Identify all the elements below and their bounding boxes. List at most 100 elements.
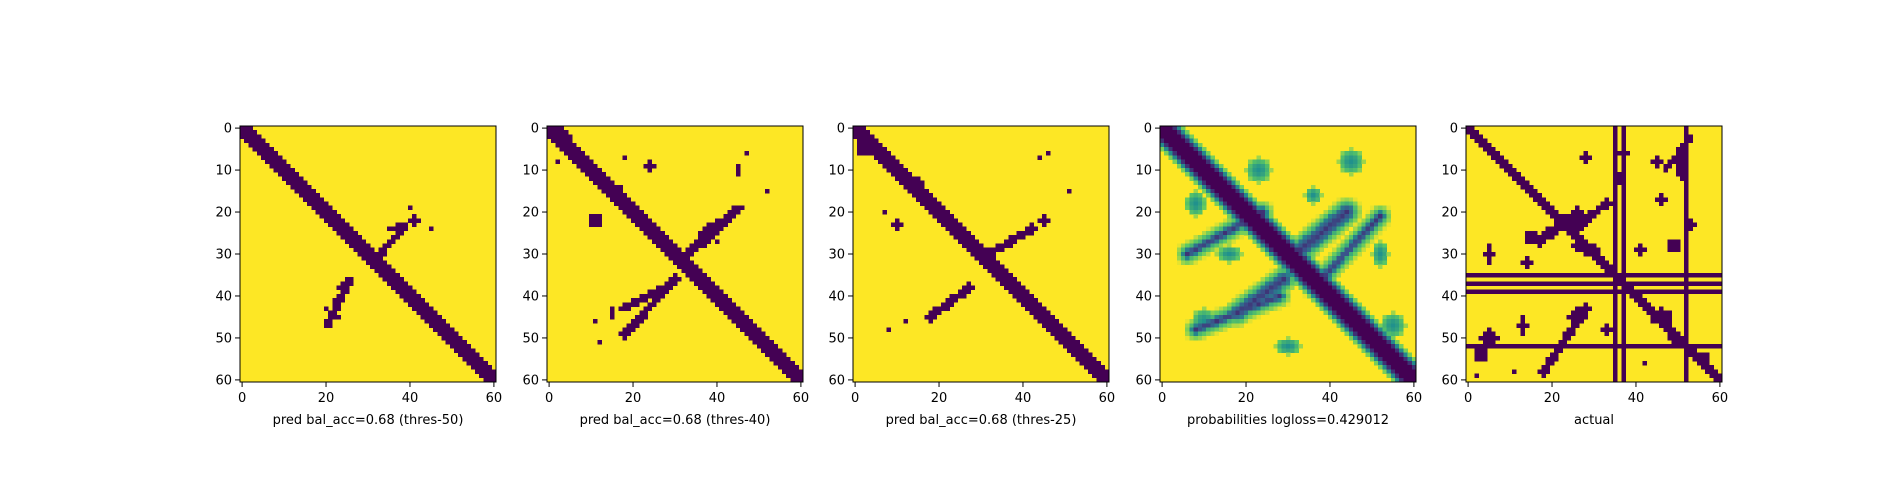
heatmap-cell	[1248, 310, 1253, 316]
heatmap-cell	[1231, 310, 1236, 316]
heatmap-cell	[1294, 340, 1299, 345]
heatmap-cell	[1680, 151, 1685, 156]
heatmap-cell	[869, 151, 875, 156]
heatmap-cell	[1365, 327, 1371, 332]
heatmap-cell	[1516, 176, 1521, 181]
heatmap-cell	[1285, 239, 1291, 244]
heatmap-cell	[727, 214, 732, 219]
heatmap-cell	[1281, 239, 1287, 244]
heatmap-cell	[698, 285, 703, 290]
heatmap-cell	[983, 247, 988, 253]
heatmap-cell	[391, 285, 396, 290]
heatmap-cell	[1264, 230, 1270, 236]
heatmap-cell	[1336, 289, 1341, 295]
heatmap-cell	[1218, 176, 1224, 181]
heatmap-cell	[894, 222, 900, 228]
heatmap-cell	[445, 335, 451, 341]
heatmap-cell	[395, 277, 400, 282]
heatmap-cell	[1621, 340, 1626, 345]
heatmap-cell	[1222, 226, 1228, 232]
heatmap-cell	[344, 289, 350, 295]
heatmap-cell	[1231, 239, 1236, 244]
heatmap-cell	[1041, 310, 1047, 316]
heatmap-cell	[1528, 260, 1534, 265]
heatmap-cell	[1218, 180, 1224, 186]
heatmap-cell	[1378, 335, 1383, 341]
heatmap-cell	[1654, 163, 1660, 169]
heatmap-cell	[1650, 319, 1656, 324]
heatmap-cell	[1180, 151, 1186, 156]
heatmap-cell	[731, 310, 737, 316]
heatmap-cell	[1650, 272, 1656, 278]
heatmap-cell	[332, 209, 337, 215]
heatmap-cell	[1579, 344, 1584, 349]
heatmap-cell	[1482, 352, 1488, 358]
heatmap-cell	[1298, 264, 1303, 269]
heatmap-cell	[1088, 369, 1093, 374]
heatmap-cell	[622, 201, 628, 207]
heatmap-cell	[336, 218, 342, 223]
heatmap-cell	[1164, 142, 1169, 148]
heatmap-cell	[1281, 251, 1287, 257]
heatmap-cell	[1365, 319, 1371, 324]
heatmap-cell	[1054, 327, 1059, 332]
heatmap-cell	[790, 373, 795, 379]
heatmap-cell	[752, 323, 758, 328]
heatmap-cell	[630, 298, 636, 303]
heatmap-cell	[1482, 146, 1488, 152]
heatmap-cell	[1612, 205, 1618, 211]
heatmap-cell	[1201, 146, 1207, 152]
heatmap-cell	[302, 180, 308, 186]
heatmap-cell	[1675, 146, 1681, 152]
heatmap-cell	[1294, 268, 1299, 274]
heatmap-cell	[1524, 188, 1530, 194]
heatmap-cell	[1172, 130, 1178, 135]
heatmap-cell	[1625, 285, 1630, 290]
heatmap-cell	[1482, 251, 1488, 257]
heatmap-cell	[1037, 302, 1043, 307]
heatmap-cell	[865, 134, 871, 139]
heatmap-cell	[277, 155, 283, 160]
heatmap-cell	[1332, 218, 1337, 223]
heatmap-cell	[1327, 209, 1333, 215]
heatmap-cell	[584, 155, 590, 160]
heatmap-cell	[1185, 327, 1190, 332]
heatmap-cell	[953, 226, 959, 232]
heatmap-cell	[593, 218, 598, 223]
heatmap-cell	[865, 146, 871, 152]
heatmap-cell	[563, 142, 569, 148]
heatmap-cell	[382, 264, 388, 269]
heatmap-cell	[1336, 256, 1341, 261]
heatmap-cell	[1520, 180, 1526, 186]
heatmap-cell	[1579, 314, 1584, 320]
heatmap-cell	[693, 281, 699, 286]
heatmap-cell	[1503, 289, 1509, 295]
heatmap-cell	[1520, 319, 1526, 324]
heatmap-cell	[1667, 323, 1672, 328]
heatmap-cell	[1168, 130, 1173, 135]
heatmap-cell	[1172, 142, 1178, 148]
heatmap-cell	[563, 134, 569, 139]
heatmap-cell	[618, 197, 623, 202]
heatmap-cell	[999, 277, 1005, 282]
heatmap-cell	[1206, 235, 1211, 240]
heatmap-cell	[1558, 214, 1563, 219]
heatmap-cell	[1386, 352, 1392, 358]
heatmap-cell	[1332, 251, 1337, 257]
heatmap-cell	[656, 298, 661, 303]
heatmap-cell	[782, 352, 787, 358]
heatmap-cell	[269, 159, 274, 165]
heatmap-cell	[1348, 167, 1354, 173]
heatmap-cell	[1046, 151, 1051, 156]
heatmap-cell	[1503, 163, 1509, 169]
heatmap-cell	[1197, 335, 1203, 341]
heatmap-cell	[1281, 293, 1287, 299]
heatmap-cell	[1336, 264, 1341, 269]
heatmap-cell	[706, 285, 711, 290]
heatmap-cell	[1306, 193, 1312, 198]
heatmap-cell	[639, 222, 644, 228]
heatmap-cell	[244, 138, 249, 144]
heatmap-cell	[915, 180, 921, 186]
heatmap-cell	[1503, 272, 1509, 278]
heatmap-cell	[1395, 314, 1400, 320]
